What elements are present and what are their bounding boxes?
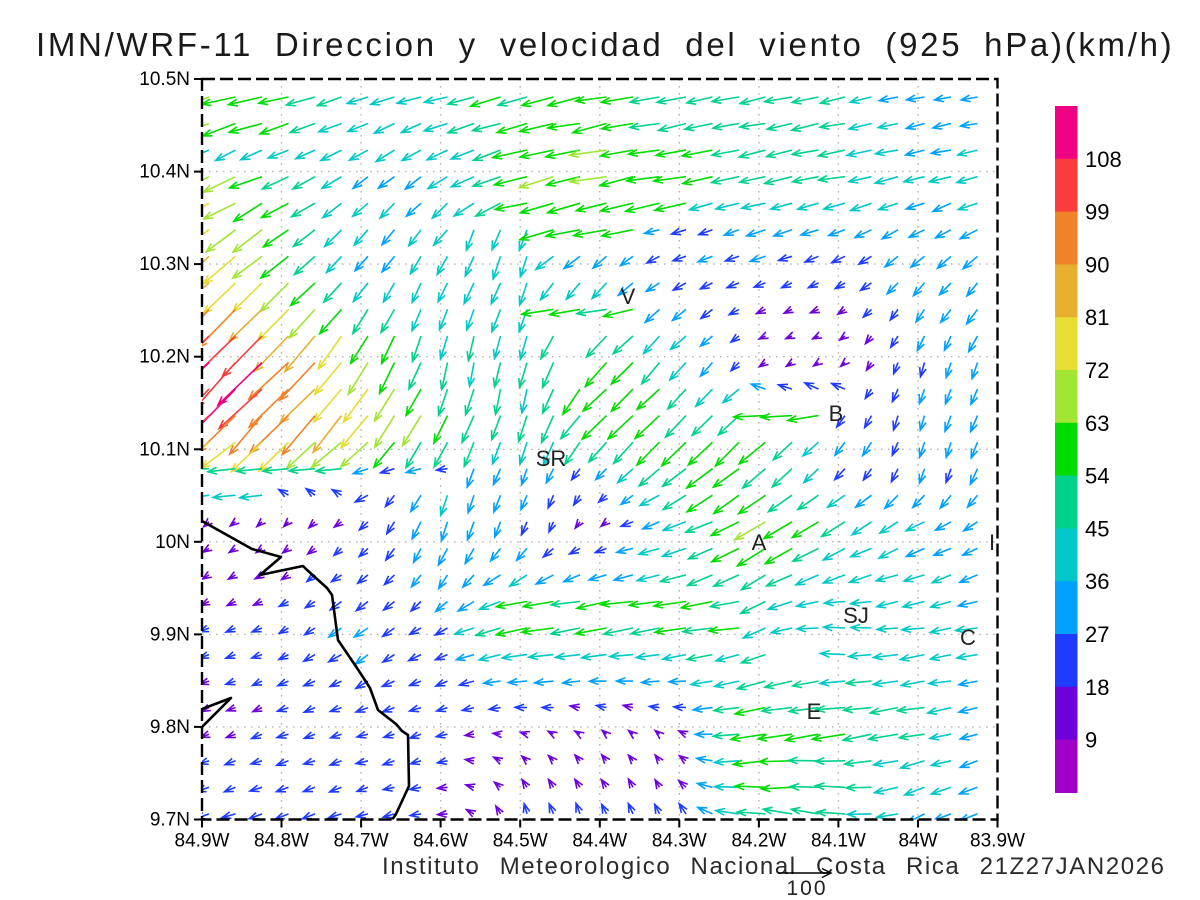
svg-text:72: 72 (1085, 358, 1109, 383)
svg-text:10.4N: 10.4N (139, 162, 190, 183)
svg-text:108: 108 (1085, 147, 1122, 172)
svg-text:18: 18 (1085, 675, 1109, 700)
svg-text:84.4W: 84.4W (572, 831, 627, 852)
svg-text:84.8W: 84.8W (254, 831, 309, 852)
svg-text:C: C (960, 625, 976, 650)
svg-text:81: 81 (1085, 305, 1109, 330)
svg-text:84.2W: 84.2W (731, 831, 786, 852)
svg-text:84.5W: 84.5W (493, 831, 548, 852)
svg-text:84W: 84W (898, 831, 937, 852)
svg-text:B: B (829, 401, 844, 426)
svg-text:SR: SR (536, 446, 567, 471)
svg-text:90: 90 (1085, 252, 1109, 277)
svg-text:10.5N: 10.5N (139, 69, 190, 90)
svg-text:10.3N: 10.3N (139, 254, 190, 275)
svg-text:9.8N: 9.8N (150, 717, 190, 738)
svg-text:I: I (989, 530, 995, 555)
svg-text:9.7N: 9.7N (150, 810, 190, 831)
svg-text:84.1W: 84.1W (811, 831, 866, 852)
svg-text:9.9N: 9.9N (150, 624, 190, 645)
svg-text:Instituto Meteorologico Nacion: Instituto Meteorologico Nacional Costa R… (382, 853, 1166, 880)
svg-text:10.1N: 10.1N (139, 439, 190, 460)
svg-text:9: 9 (1085, 728, 1097, 753)
svg-text:54: 54 (1085, 464, 1109, 489)
svg-text:84.7W: 84.7W (334, 831, 389, 852)
svg-text:84.3W: 84.3W (652, 831, 707, 852)
svg-text:84.6W: 84.6W (413, 831, 468, 852)
svg-text:V: V (621, 284, 636, 309)
svg-text:27: 27 (1085, 622, 1109, 647)
svg-text:A: A (752, 530, 767, 555)
svg-text:10N: 10N (155, 532, 190, 553)
svg-text:SJ: SJ (843, 603, 869, 628)
svg-text:10.2N: 10.2N (139, 347, 190, 368)
svg-text:IMN/WRF-11 Direccion y velocid: IMN/WRF-11 Direccion y velocidad del vie… (36, 26, 1174, 63)
svg-text:100: 100 (786, 877, 827, 900)
svg-text:63: 63 (1085, 411, 1109, 436)
svg-text:84.9W: 84.9W (175, 831, 230, 852)
svg-text:83.9W: 83.9W (970, 831, 1025, 852)
svg-text:E: E (807, 699, 822, 724)
svg-text:36: 36 (1085, 569, 1109, 594)
svg-text:45: 45 (1085, 516, 1109, 541)
svg-text:99: 99 (1085, 200, 1109, 225)
